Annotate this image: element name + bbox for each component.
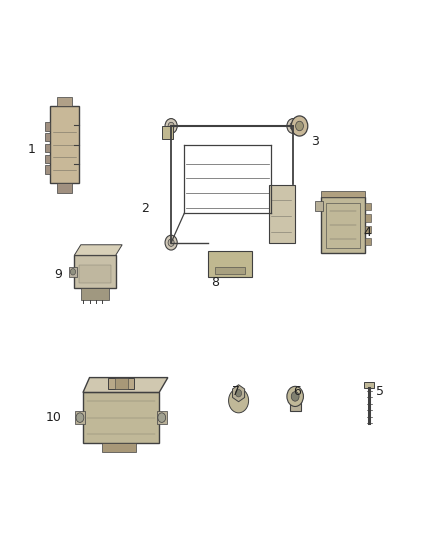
Bar <box>108 377 134 389</box>
Bar <box>321 197 365 253</box>
Bar <box>115 377 127 389</box>
Text: 6: 6 <box>293 385 301 398</box>
Polygon shape <box>233 385 244 402</box>
Circle shape <box>287 386 304 407</box>
Bar <box>57 96 71 106</box>
Bar <box>290 397 301 411</box>
Bar <box>75 411 85 424</box>
Circle shape <box>71 269 76 275</box>
Text: 1: 1 <box>28 143 36 156</box>
Text: 4: 4 <box>363 225 371 239</box>
Bar <box>45 144 50 152</box>
Circle shape <box>229 389 249 413</box>
Bar <box>162 126 173 139</box>
Text: 10: 10 <box>46 411 62 424</box>
Bar <box>45 133 50 141</box>
Bar <box>79 265 111 283</box>
Bar <box>321 191 365 197</box>
Bar <box>69 266 77 277</box>
Circle shape <box>165 118 177 133</box>
Bar <box>102 443 136 453</box>
Text: 8: 8 <box>211 276 219 289</box>
Bar <box>364 382 374 389</box>
Text: 3: 3 <box>311 135 319 148</box>
Bar <box>215 266 245 274</box>
Polygon shape <box>74 245 122 255</box>
Text: 5: 5 <box>376 385 384 398</box>
Bar <box>83 392 159 443</box>
Circle shape <box>165 235 177 250</box>
Polygon shape <box>83 377 168 392</box>
Circle shape <box>291 116 308 136</box>
Circle shape <box>168 122 174 130</box>
Bar <box>74 255 116 288</box>
Circle shape <box>296 121 304 131</box>
Circle shape <box>158 413 166 422</box>
Bar <box>365 203 371 210</box>
Bar <box>315 200 323 211</box>
Circle shape <box>290 122 296 130</box>
Bar <box>81 288 109 300</box>
Bar <box>325 203 360 248</box>
Bar <box>157 411 166 424</box>
Bar <box>208 251 252 277</box>
Circle shape <box>236 390 242 397</box>
Bar <box>45 165 50 174</box>
Circle shape <box>287 118 299 133</box>
Bar <box>365 214 371 222</box>
Bar <box>365 238 371 245</box>
Text: 2: 2 <box>141 201 149 215</box>
Circle shape <box>76 413 84 422</box>
Circle shape <box>168 239 174 246</box>
Bar <box>50 106 79 183</box>
Bar <box>269 185 295 243</box>
Circle shape <box>291 392 299 401</box>
Bar <box>45 155 50 163</box>
Bar <box>57 183 71 192</box>
Bar <box>45 122 50 131</box>
Bar <box>365 226 371 233</box>
Text: 9: 9 <box>54 268 62 281</box>
Text: 7: 7 <box>233 385 240 398</box>
